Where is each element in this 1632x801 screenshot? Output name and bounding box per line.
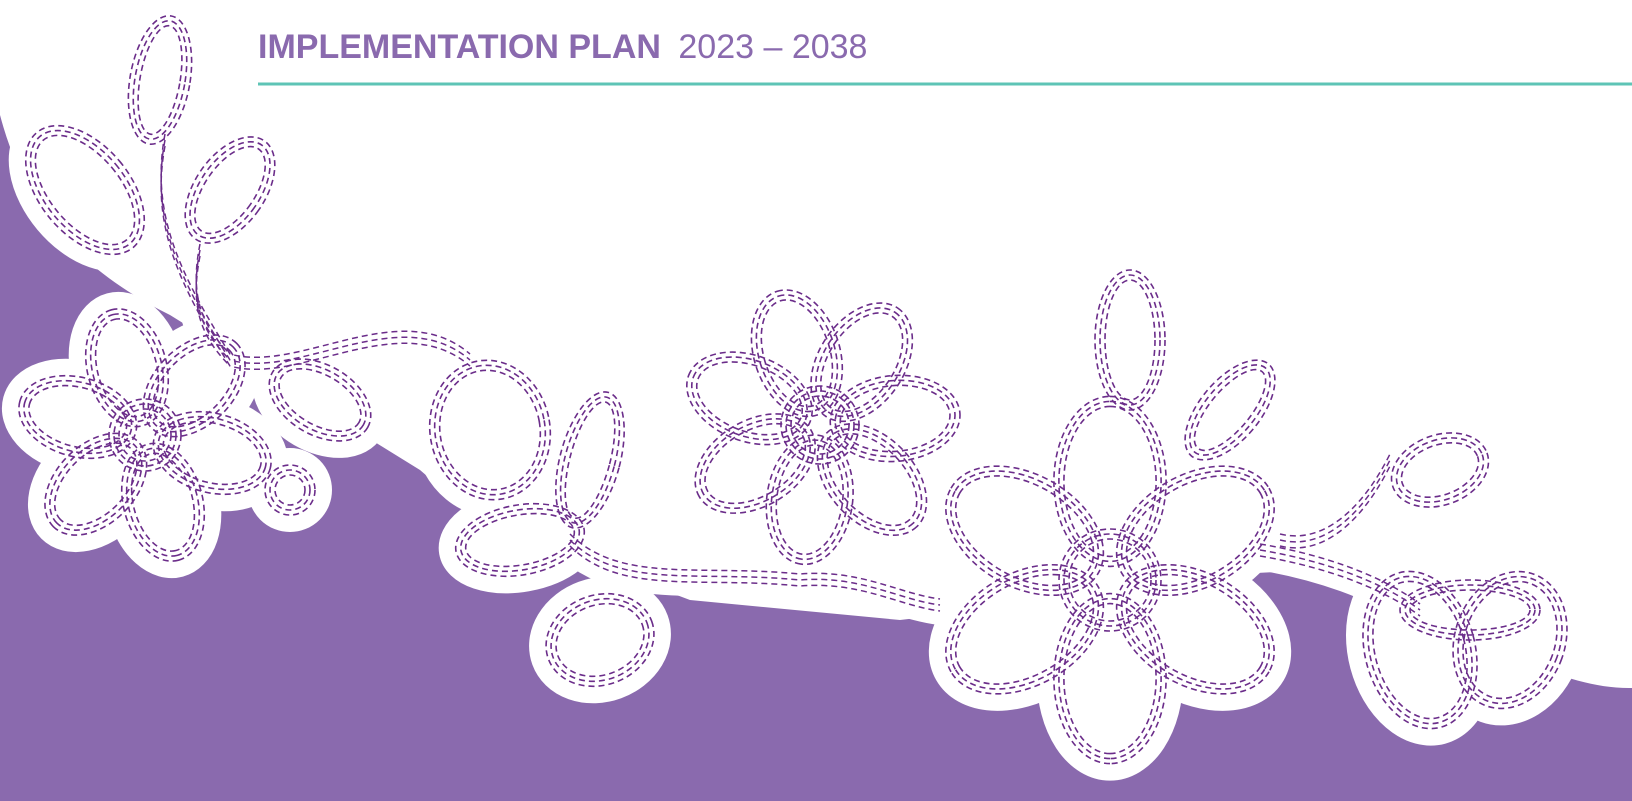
shape: [1059, 529, 1161, 631]
title-years: 2023 – 2038: [678, 28, 867, 66]
stem-halo: [1280, 460, 1390, 542]
cover: IMPLEMENTATION PLAN 2023 – 2038: [0, 0, 1632, 801]
shape: [265, 465, 315, 515]
title: IMPLEMENTATION PLAN 2023 – 2038: [258, 28, 867, 66]
page: IMPLEMENTATION PLAN 2023 – 2038 (() => {…: [0, 0, 1632, 801]
title-main: IMPLEMENTATION PLAN: [258, 28, 661, 66]
